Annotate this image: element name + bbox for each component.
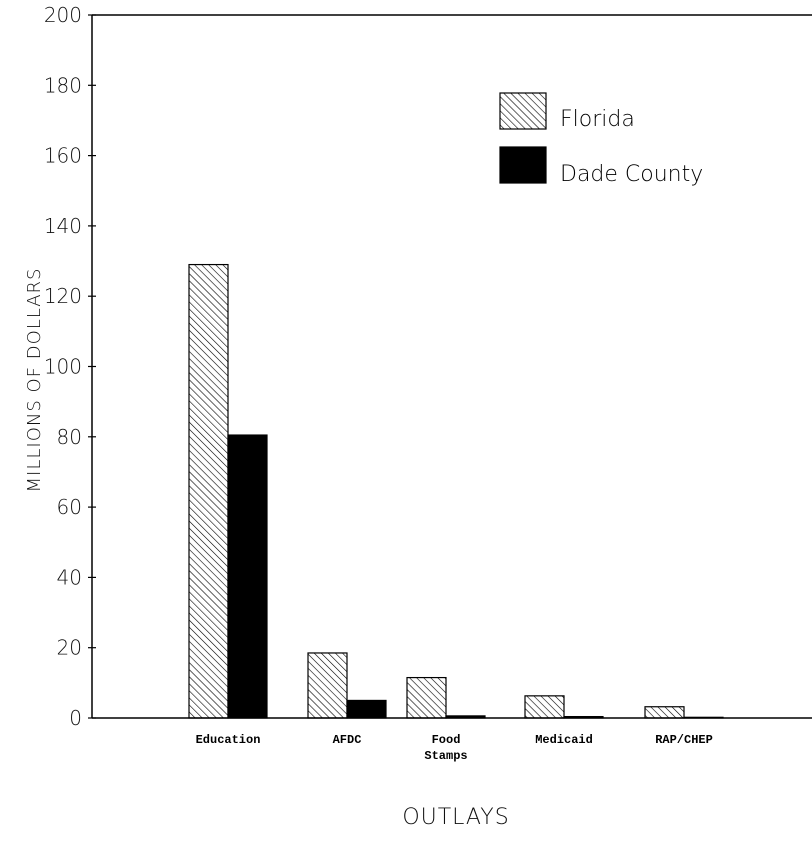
- bar-florida-0: [188, 263, 229, 719]
- x-category-label: RAP/CHEP: [655, 733, 713, 747]
- y-tick-label: 60: [57, 495, 82, 519]
- bar-florida-2: [406, 676, 447, 719]
- y-tick-label: 80: [57, 425, 82, 449]
- y-tick-label: 40: [57, 565, 82, 589]
- bar-florida-1: [307, 652, 348, 719]
- legend-label-florida: Florida: [560, 107, 635, 132]
- bar-florida-4: [644, 706, 685, 719]
- bar-dade-county-1: [346, 699, 387, 719]
- x-axis-title: OUTLAYS: [402, 805, 509, 830]
- x-category-label: Medicaid: [535, 733, 593, 747]
- y-tick-label: 20: [57, 636, 82, 660]
- y-tick-label: 0: [69, 706, 82, 730]
- legend-swatch-dade-county: [499, 146, 547, 184]
- y-tick-label: 160: [44, 144, 82, 168]
- y-axis-title: MILLIONS OF DOLLARS: [24, 268, 45, 493]
- x-category-label: Food: [432, 733, 461, 747]
- x-category-label: Stamps: [424, 749, 467, 763]
- bar-dade-county-0: [227, 434, 268, 719]
- y-tick-label: 200: [44, 3, 82, 27]
- legend-swatch-florida: [499, 92, 547, 130]
- y-tick-label: 140: [44, 214, 82, 238]
- legend-label-dade-county: Dade County: [560, 162, 703, 187]
- y-tick-label: 100: [44, 355, 82, 379]
- y-tick-label: 180: [44, 73, 82, 97]
- x-category-label: AFDC: [333, 733, 362, 747]
- legend: Florida Dade County: [499, 92, 703, 187]
- y-tick-label: 120: [44, 284, 82, 308]
- x-category-label: Education: [196, 733, 261, 747]
- bar-florida-3: [524, 695, 565, 719]
